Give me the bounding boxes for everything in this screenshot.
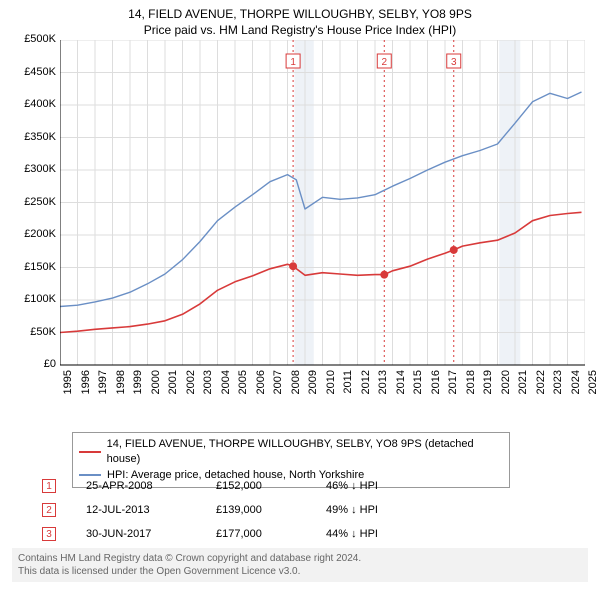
x-tick-label: 1998 xyxy=(115,370,127,400)
x-tick-label: 1999 xyxy=(132,370,144,400)
page-container: 14, FIELD AVENUE, THORPE WILLOUGHBY, SEL… xyxy=(0,0,600,590)
marker-date-3: 30-JUN-2017 xyxy=(86,528,216,540)
x-tick-label: 2002 xyxy=(185,370,197,400)
y-tick-label: £450K xyxy=(2,66,56,78)
x-tick-label: 2005 xyxy=(237,370,249,400)
marker-delta-3: 44% ↓ HPI xyxy=(326,528,446,540)
x-tick-label: 2012 xyxy=(360,370,372,400)
title-block: 14, FIELD AVENUE, THORPE WILLOUGHBY, SEL… xyxy=(0,0,600,38)
marker-index-3: 3 xyxy=(42,527,56,541)
marker-delta-2: 49% ↓ HPI xyxy=(326,504,446,516)
legend-swatch-property xyxy=(79,451,101,453)
x-tick-label: 2010 xyxy=(325,370,337,400)
x-tick-label: 1995 xyxy=(62,370,74,400)
x-tick-label: 2001 xyxy=(167,370,179,400)
x-tick-label: 2022 xyxy=(535,370,547,400)
marker-price-2: £139,000 xyxy=(216,504,326,516)
x-tick-label: 1997 xyxy=(97,370,109,400)
x-tick-label: 2000 xyxy=(150,370,162,400)
y-tick-label: £200K xyxy=(2,228,56,240)
y-tick-label: £100K xyxy=(2,293,56,305)
marker-row-1: 1 25-APR-2008 £152,000 46% ↓ HPI xyxy=(42,474,446,498)
marker-delta-1: 46% ↓ HPI xyxy=(326,480,446,492)
marker-row-2: 2 12-JUL-2013 £139,000 49% ↓ HPI xyxy=(42,498,446,522)
y-tick-label: £300K xyxy=(2,163,56,175)
markers-table: 1 25-APR-2008 £152,000 46% ↓ HPI 2 12-JU… xyxy=(42,474,446,546)
x-tick-label: 2016 xyxy=(430,370,442,400)
x-tick-label: 2009 xyxy=(307,370,319,400)
y-tick-label: £0 xyxy=(2,358,56,370)
y-tick-label: £150K xyxy=(2,261,56,273)
chart-area: 1 2 3 xyxy=(60,40,585,400)
legend-label-property: 14, FIELD AVENUE, THORPE WILLOUGHBY, SEL… xyxy=(107,437,503,468)
x-tick-label: 2021 xyxy=(517,370,529,400)
x-tick-label: 2011 xyxy=(342,370,354,400)
x-tick-label: 2013 xyxy=(377,370,389,400)
footer-line-1: Contains HM Land Registry data © Crown c… xyxy=(18,552,582,565)
svg-text:2: 2 xyxy=(381,57,387,68)
x-tick-label: 2004 xyxy=(220,370,232,400)
marker-row-3: 3 30-JUN-2017 £177,000 44% ↓ HPI xyxy=(42,522,446,546)
x-tick-label: 2018 xyxy=(465,370,477,400)
y-tick-label: £500K xyxy=(2,33,56,45)
marker-price-1: £152,000 xyxy=(216,480,326,492)
y-tick-label: £250K xyxy=(2,196,56,208)
x-tick-label: 1996 xyxy=(80,370,92,400)
marker-date-1: 25-APR-2008 xyxy=(86,480,216,492)
x-tick-label: 2006 xyxy=(255,370,267,400)
x-tick-label: 2023 xyxy=(552,370,564,400)
y-tick-label: £400K xyxy=(2,98,56,110)
legend-row-property: 14, FIELD AVENUE, THORPE WILLOUGHBY, SEL… xyxy=(79,437,503,468)
x-tick-label: 2017 xyxy=(447,370,459,400)
title-line-1: 14, FIELD AVENUE, THORPE WILLOUGHBY, SEL… xyxy=(0,6,600,22)
marker-date-2: 12-JUL-2013 xyxy=(86,504,216,516)
y-tick-label: £350K xyxy=(2,131,56,143)
footer-box: Contains HM Land Registry data © Crown c… xyxy=(12,548,588,582)
y-tick-label: £50K xyxy=(2,326,56,338)
marker-index-1: 1 xyxy=(42,479,56,493)
footer-line-2: This data is licensed under the Open Gov… xyxy=(18,565,582,578)
chart-svg: 1 2 3 xyxy=(60,40,585,400)
x-tick-label: 2020 xyxy=(500,370,512,400)
x-tick-label: 2019 xyxy=(482,370,494,400)
x-tick-label: 2014 xyxy=(395,370,407,400)
x-tick-label: 2003 xyxy=(202,370,214,400)
x-tick-label: 2024 xyxy=(570,370,582,400)
marker-index-2: 2 xyxy=(42,503,56,517)
marker-price-3: £177,000 xyxy=(216,528,326,540)
x-tick-label: 2007 xyxy=(272,370,284,400)
x-tick-label: 2008 xyxy=(290,370,302,400)
svg-text:3: 3 xyxy=(451,57,457,68)
svg-text:1: 1 xyxy=(290,57,296,68)
x-tick-label: 2025 xyxy=(587,370,599,400)
x-tick-label: 2015 xyxy=(412,370,424,400)
title-line-2: Price paid vs. HM Land Registry's House … xyxy=(0,22,600,38)
